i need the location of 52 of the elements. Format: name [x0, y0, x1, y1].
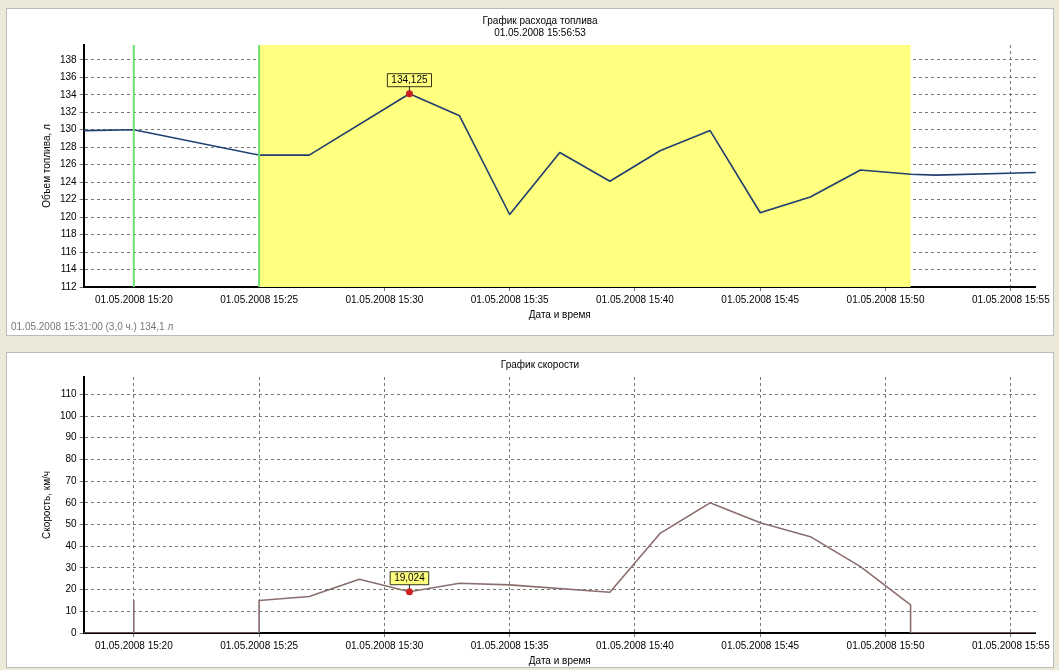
- x-tick-label: 01.05.2008 15:35: [470, 293, 550, 305]
- y-tick-label: 134: [60, 88, 78, 100]
- y-tick-label: 114: [60, 263, 78, 275]
- y-tick-label: 120: [60, 210, 78, 222]
- chart-title: График расхода топлива: [482, 14, 598, 26]
- x-tick-label: 01.05.2008 15:50: [846, 293, 925, 305]
- x-tick-label: 01.05.2008 15:45: [721, 293, 800, 305]
- chart-title: График скорости: [500, 358, 580, 370]
- y-tick-label: 20: [65, 583, 78, 595]
- y-tick-label: 118: [60, 228, 78, 240]
- y-tick-label: 60: [65, 496, 78, 508]
- x-tick-label: 01.05.2008 15:30: [345, 293, 424, 305]
- y-axis-title: Объем топлива, л: [40, 124, 52, 208]
- y-tick-label: 116: [60, 245, 78, 257]
- x-tick-label: 01.05.2008 15:25: [220, 639, 299, 651]
- y-tick-label: 132: [60, 106, 78, 118]
- y-tick-label: 90: [65, 431, 78, 443]
- x-axis-title: Дата и время: [528, 654, 591, 666]
- y-tick-label: 10: [65, 605, 78, 617]
- x-tick-label: 01.05.2008 15:25: [220, 293, 299, 305]
- y-tick-label: 130: [60, 123, 78, 135]
- x-tick-label: 01.05.2008 15:30: [345, 639, 424, 651]
- y-tick-label: 124: [60, 175, 78, 187]
- x-tick-label: 01.05.2008 15:20: [94, 293, 174, 305]
- annotation: 134,125: [391, 74, 428, 86]
- y-tick-label: 0: [71, 626, 78, 638]
- y-tick-label: 80: [65, 453, 78, 465]
- y-tick-label: 138: [60, 53, 78, 65]
- y-tick-label: 30: [65, 561, 78, 573]
- y-tick-label: 110: [60, 388, 78, 400]
- x-tick-label: 01.05.2008 15:40: [596, 293, 675, 305]
- y-tick-label: 40: [65, 539, 78, 551]
- annotation: 19,024: [394, 572, 426, 584]
- x-tick-label: 01.05.2008 15:55: [971, 639, 1051, 651]
- y-tick-label: 122: [60, 193, 78, 205]
- y-tick-label: 126: [60, 158, 78, 170]
- text: 01.05.2008 15:31:00 (3,0 ч.) 134,1 л: [10, 321, 175, 334]
- x-tick-label: 01.05.2008 15:20: [94, 639, 174, 651]
- y-tick-label: 128: [60, 140, 78, 152]
- x-tick-label: 01.05.2008 15:40: [596, 639, 675, 651]
- y-tick-label: 50: [65, 518, 78, 530]
- y-tick-label: 112: [60, 280, 78, 292]
- y-tick-label: 136: [60, 71, 78, 83]
- x-tick-label: 01.05.2008 15:35: [470, 639, 550, 651]
- y-tick-label: 70: [65, 474, 78, 486]
- chart-subtitle: 01.05.2008 15:56:53: [494, 26, 587, 38]
- x-tick-label: 01.05.2008 15:55: [971, 293, 1051, 305]
- x-tick-label: 01.05.2008 15:45: [721, 639, 800, 651]
- y-tick-label: 100: [60, 409, 78, 421]
- x-axis-title: Дата и время: [528, 308, 591, 320]
- x-tick-label: 01.05.2008 15:50: [846, 639, 925, 651]
- y-axis-title: Скорость, км/ч: [40, 471, 52, 539]
